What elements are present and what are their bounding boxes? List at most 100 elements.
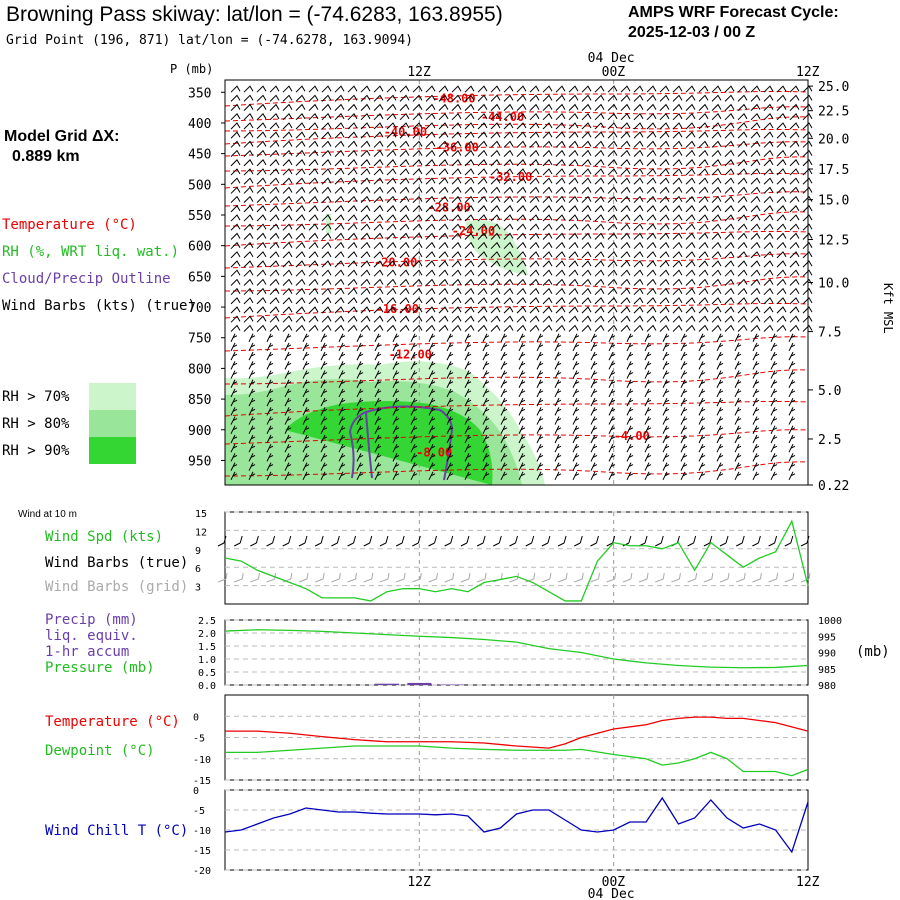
wind-barb <box>685 205 696 213</box>
wind-barb <box>500 462 508 471</box>
wind-barb <box>594 205 605 213</box>
wind-barb <box>428 351 436 361</box>
wind-barb <box>451 205 462 213</box>
wind-barb <box>243 241 254 250</box>
wind-barb <box>399 186 410 194</box>
wind-barb <box>607 205 618 213</box>
wind-barb <box>308 205 319 213</box>
wind-barb <box>302 416 310 425</box>
wind-barb <box>724 168 735 176</box>
wind10-barb <box>444 535 454 547</box>
wind-barb <box>392 351 400 361</box>
wind-barb <box>680 333 688 342</box>
wind-barb <box>256 131 267 139</box>
wind-barb <box>776 177 787 185</box>
wind-barb <box>386 315 397 323</box>
wind-barb <box>373 177 384 185</box>
wind-barb <box>243 122 254 130</box>
wind-barb <box>243 177 254 185</box>
wind-barb <box>438 131 449 139</box>
wind-barb <box>477 269 488 277</box>
wind-barb <box>620 122 631 130</box>
wind-barb <box>620 306 631 314</box>
isotherm-line <box>224 429 809 445</box>
wind-barb <box>282 232 293 240</box>
wind-barb <box>282 159 293 167</box>
pressure-tick-label: 800 <box>188 362 211 377</box>
wind-barb <box>590 462 598 471</box>
isotherm-label: -48.00 <box>432 91 475 105</box>
wind-barb <box>373 131 384 139</box>
wind-barb <box>763 94 774 102</box>
wind-barb <box>581 297 592 305</box>
wind-barb <box>620 149 631 157</box>
wind-barb <box>451 103 462 111</box>
wind-barb <box>230 462 238 471</box>
wind-barb <box>464 397 472 407</box>
wind-barb <box>776 214 787 222</box>
wind-barb <box>581 103 592 111</box>
wind-barb <box>572 379 580 388</box>
wind-barb <box>763 205 774 213</box>
wind-barb <box>788 379 796 388</box>
wind10-tick-label: 9 <box>195 546 201 557</box>
wind-barb <box>711 251 722 259</box>
wind-barb <box>750 195 761 204</box>
wind-barb <box>230 453 238 462</box>
wind-barb <box>243 324 254 332</box>
wind-barb <box>698 251 709 259</box>
dewpoint-line <box>225 745 809 777</box>
wind-barb <box>451 177 462 185</box>
wind-barb <box>477 122 488 130</box>
height-tick-label: 2.5 <box>818 433 841 448</box>
wind-barb <box>374 416 382 425</box>
wind-barb <box>633 186 644 194</box>
wind-barb <box>659 232 670 240</box>
wind-barb <box>243 140 254 148</box>
wind-barb <box>581 159 592 167</box>
wind-barb <box>680 425 688 434</box>
wind-barb <box>386 214 397 222</box>
wind10-barb <box>379 535 389 547</box>
wind-barb <box>572 388 580 398</box>
wind-barb <box>392 462 400 471</box>
wind-barb <box>680 416 688 425</box>
wind10-grid-barb <box>444 572 455 583</box>
wind-barb <box>685 287 696 296</box>
wind-barb <box>554 333 562 342</box>
wind-barb <box>581 260 592 268</box>
wind-barb <box>529 122 540 130</box>
wind-barb <box>646 324 657 332</box>
wind-barb <box>334 241 345 250</box>
wind-barb <box>644 370 652 379</box>
label-wind-barbs-grid: Wind Barbs (grid) <box>45 579 189 595</box>
top-date-label: 04 Dec <box>588 51 635 66</box>
wind-barb <box>282 315 293 323</box>
wind-barb <box>386 260 397 268</box>
wind-barb <box>672 241 683 250</box>
wind-barb <box>685 251 696 259</box>
wind-barb <box>446 388 454 398</box>
wind-barb <box>529 159 540 167</box>
wind-barb <box>646 168 657 176</box>
wind-barb <box>685 149 696 157</box>
wind-barb <box>412 287 423 296</box>
wind-barb <box>360 149 371 157</box>
wind-barb <box>500 471 508 481</box>
wind-barb <box>698 370 706 379</box>
wind-barb <box>581 278 592 286</box>
wind-barb <box>347 113 358 121</box>
wind-barb <box>386 186 397 194</box>
wind-barb <box>464 260 475 268</box>
wind-barb <box>626 434 634 444</box>
wind-barb <box>752 342 760 352</box>
wind-barb <box>685 214 696 222</box>
wind-barb <box>482 351 490 361</box>
wind-barb <box>347 195 358 204</box>
wind-barb <box>428 342 436 352</box>
wind-barb <box>680 388 688 398</box>
wind-barb <box>590 333 598 342</box>
wind-barb <box>542 287 553 296</box>
rh70-region-upper <box>466 220 528 275</box>
wind-barb <box>516 287 527 296</box>
